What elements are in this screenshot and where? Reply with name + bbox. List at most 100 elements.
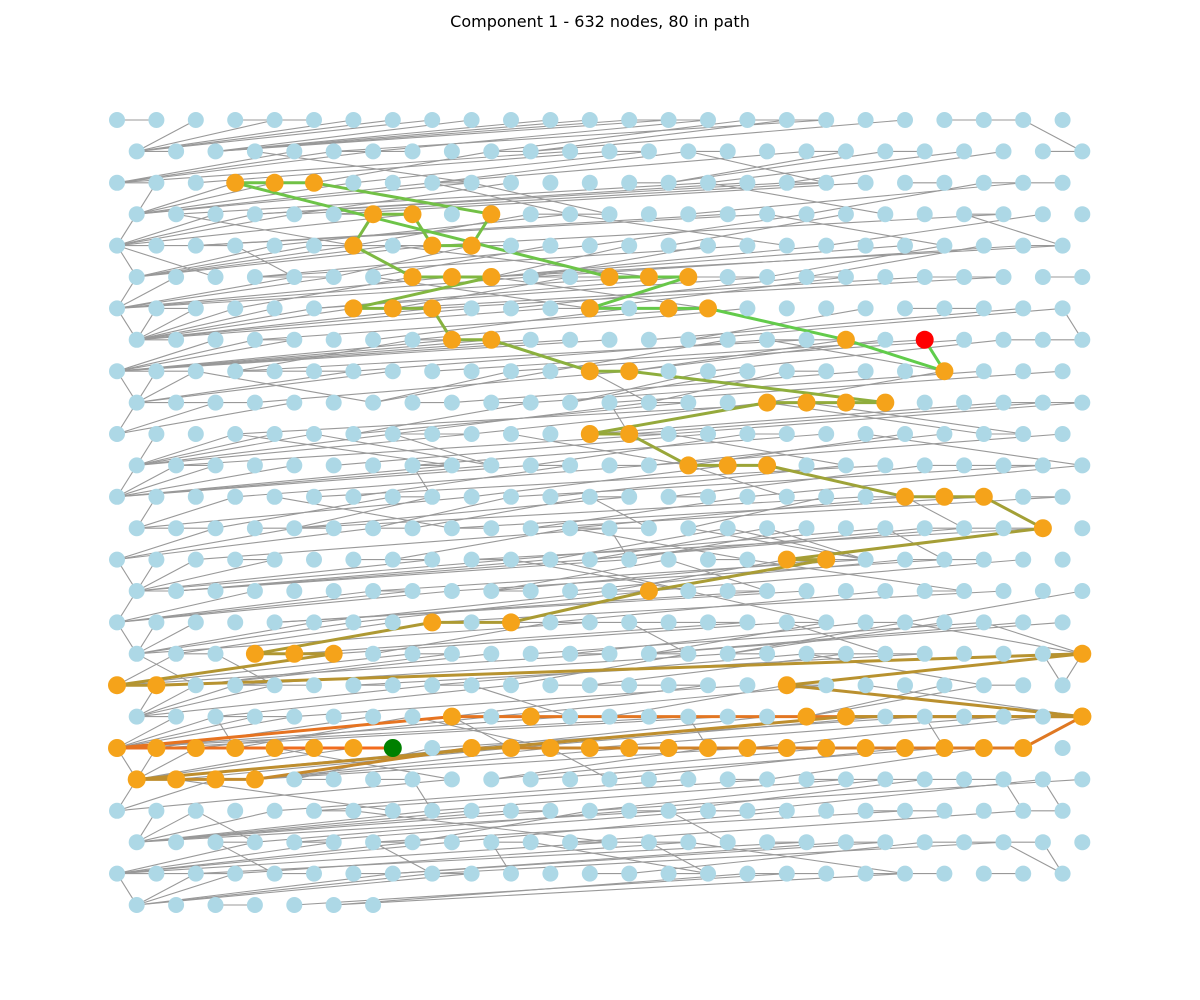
graph-node bbox=[778, 802, 795, 819]
graph-node bbox=[404, 331, 421, 348]
graph-edge bbox=[1022, 119, 1083, 152]
graph-node bbox=[897, 802, 913, 819]
path-node bbox=[679, 456, 698, 475]
graph-node bbox=[424, 865, 441, 882]
graph-node bbox=[562, 520, 579, 537]
graph-edge bbox=[136, 810, 669, 843]
graph-node bbox=[877, 834, 894, 851]
graph-node bbox=[621, 802, 638, 819]
graph-node bbox=[818, 112, 835, 128]
graph-node bbox=[1034, 457, 1051, 474]
graph-node bbox=[660, 677, 677, 694]
graph-node bbox=[995, 708, 1012, 725]
graph-edge bbox=[688, 307, 1063, 341]
graph-edge bbox=[215, 653, 275, 686]
graph-edge bbox=[570, 621, 866, 655]
graph-edge bbox=[274, 590, 807, 623]
graph-edge bbox=[116, 276, 334, 309]
graph-node bbox=[562, 206, 579, 223]
graph-node bbox=[306, 865, 322, 882]
graph-node bbox=[404, 394, 421, 411]
graph-edge bbox=[392, 276, 925, 309]
graph-edge bbox=[116, 464, 216, 498]
graph-edge bbox=[116, 653, 177, 686]
graph-node bbox=[660, 488, 677, 505]
graph-node bbox=[818, 300, 835, 317]
graph-edge bbox=[116, 778, 452, 812]
graph-edge bbox=[116, 245, 216, 278]
graph-node bbox=[916, 394, 933, 411]
graph-edge bbox=[195, 841, 807, 875]
graph-node bbox=[503, 363, 519, 380]
graph-node bbox=[857, 802, 874, 819]
graph-node bbox=[148, 551, 165, 568]
graph-node bbox=[384, 677, 401, 694]
graph-node bbox=[424, 677, 441, 694]
graph-edge bbox=[313, 778, 768, 812]
graph-node bbox=[975, 802, 992, 819]
graph-node bbox=[542, 237, 559, 254]
graph-node bbox=[1034, 143, 1051, 160]
graph-node bbox=[975, 112, 992, 128]
graph-node bbox=[581, 677, 598, 694]
graph-node bbox=[995, 394, 1012, 411]
graph-node bbox=[522, 520, 539, 537]
graph-node bbox=[719, 143, 736, 160]
graph-edge bbox=[333, 873, 906, 906]
path-node bbox=[1073, 707, 1092, 726]
path-node bbox=[620, 739, 639, 757]
graph-node bbox=[975, 300, 992, 317]
graph-node bbox=[168, 520, 185, 537]
graph-node bbox=[837, 206, 854, 223]
graph-node bbox=[463, 112, 480, 128]
graph-node bbox=[660, 363, 677, 380]
graph-node bbox=[424, 802, 441, 819]
graph-node bbox=[640, 394, 657, 411]
graph-node bbox=[522, 269, 539, 285]
graph-node bbox=[109, 865, 125, 882]
graph-node bbox=[187, 112, 204, 128]
graph-node bbox=[778, 237, 795, 254]
graph-node bbox=[443, 583, 460, 599]
graph-node bbox=[877, 457, 894, 474]
graph-node bbox=[877, 143, 894, 160]
graph-node bbox=[128, 583, 145, 599]
graph-node bbox=[759, 771, 776, 788]
graph-edge bbox=[136, 307, 315, 341]
graph-edge bbox=[195, 150, 610, 184]
graph-node bbox=[995, 520, 1012, 537]
graph-node bbox=[621, 488, 638, 505]
path-node bbox=[1014, 739, 1033, 757]
graph-node bbox=[837, 834, 854, 851]
path-node bbox=[639, 582, 658, 600]
path-edge bbox=[588, 275, 690, 310]
graph-node bbox=[1015, 300, 1032, 317]
graph-edge bbox=[136, 119, 275, 152]
graph-node bbox=[207, 583, 224, 599]
path-node bbox=[797, 707, 816, 726]
graph-node bbox=[739, 865, 756, 882]
graph-node bbox=[325, 583, 342, 599]
graph-edge bbox=[136, 182, 433, 215]
graph-node bbox=[187, 551, 204, 568]
graph-node bbox=[798, 143, 815, 160]
path-node bbox=[777, 676, 796, 695]
graph-node bbox=[207, 520, 224, 537]
path-node bbox=[265, 173, 284, 192]
graph-node bbox=[581, 614, 598, 631]
node-layer bbox=[108, 112, 1092, 913]
graph-node bbox=[818, 174, 835, 191]
path-node bbox=[423, 236, 442, 255]
graph-edge bbox=[629, 402, 1043, 435]
graph-node bbox=[857, 614, 874, 631]
graph-edge bbox=[432, 778, 846, 812]
graph-edge bbox=[116, 590, 452, 623]
graph-node bbox=[700, 426, 716, 442]
graph-edge bbox=[688, 496, 827, 529]
graph-node bbox=[1015, 174, 1032, 191]
graph-node bbox=[680, 771, 697, 788]
graph-edge bbox=[392, 276, 571, 309]
graph-node bbox=[227, 363, 244, 380]
graph-node bbox=[621, 237, 638, 254]
